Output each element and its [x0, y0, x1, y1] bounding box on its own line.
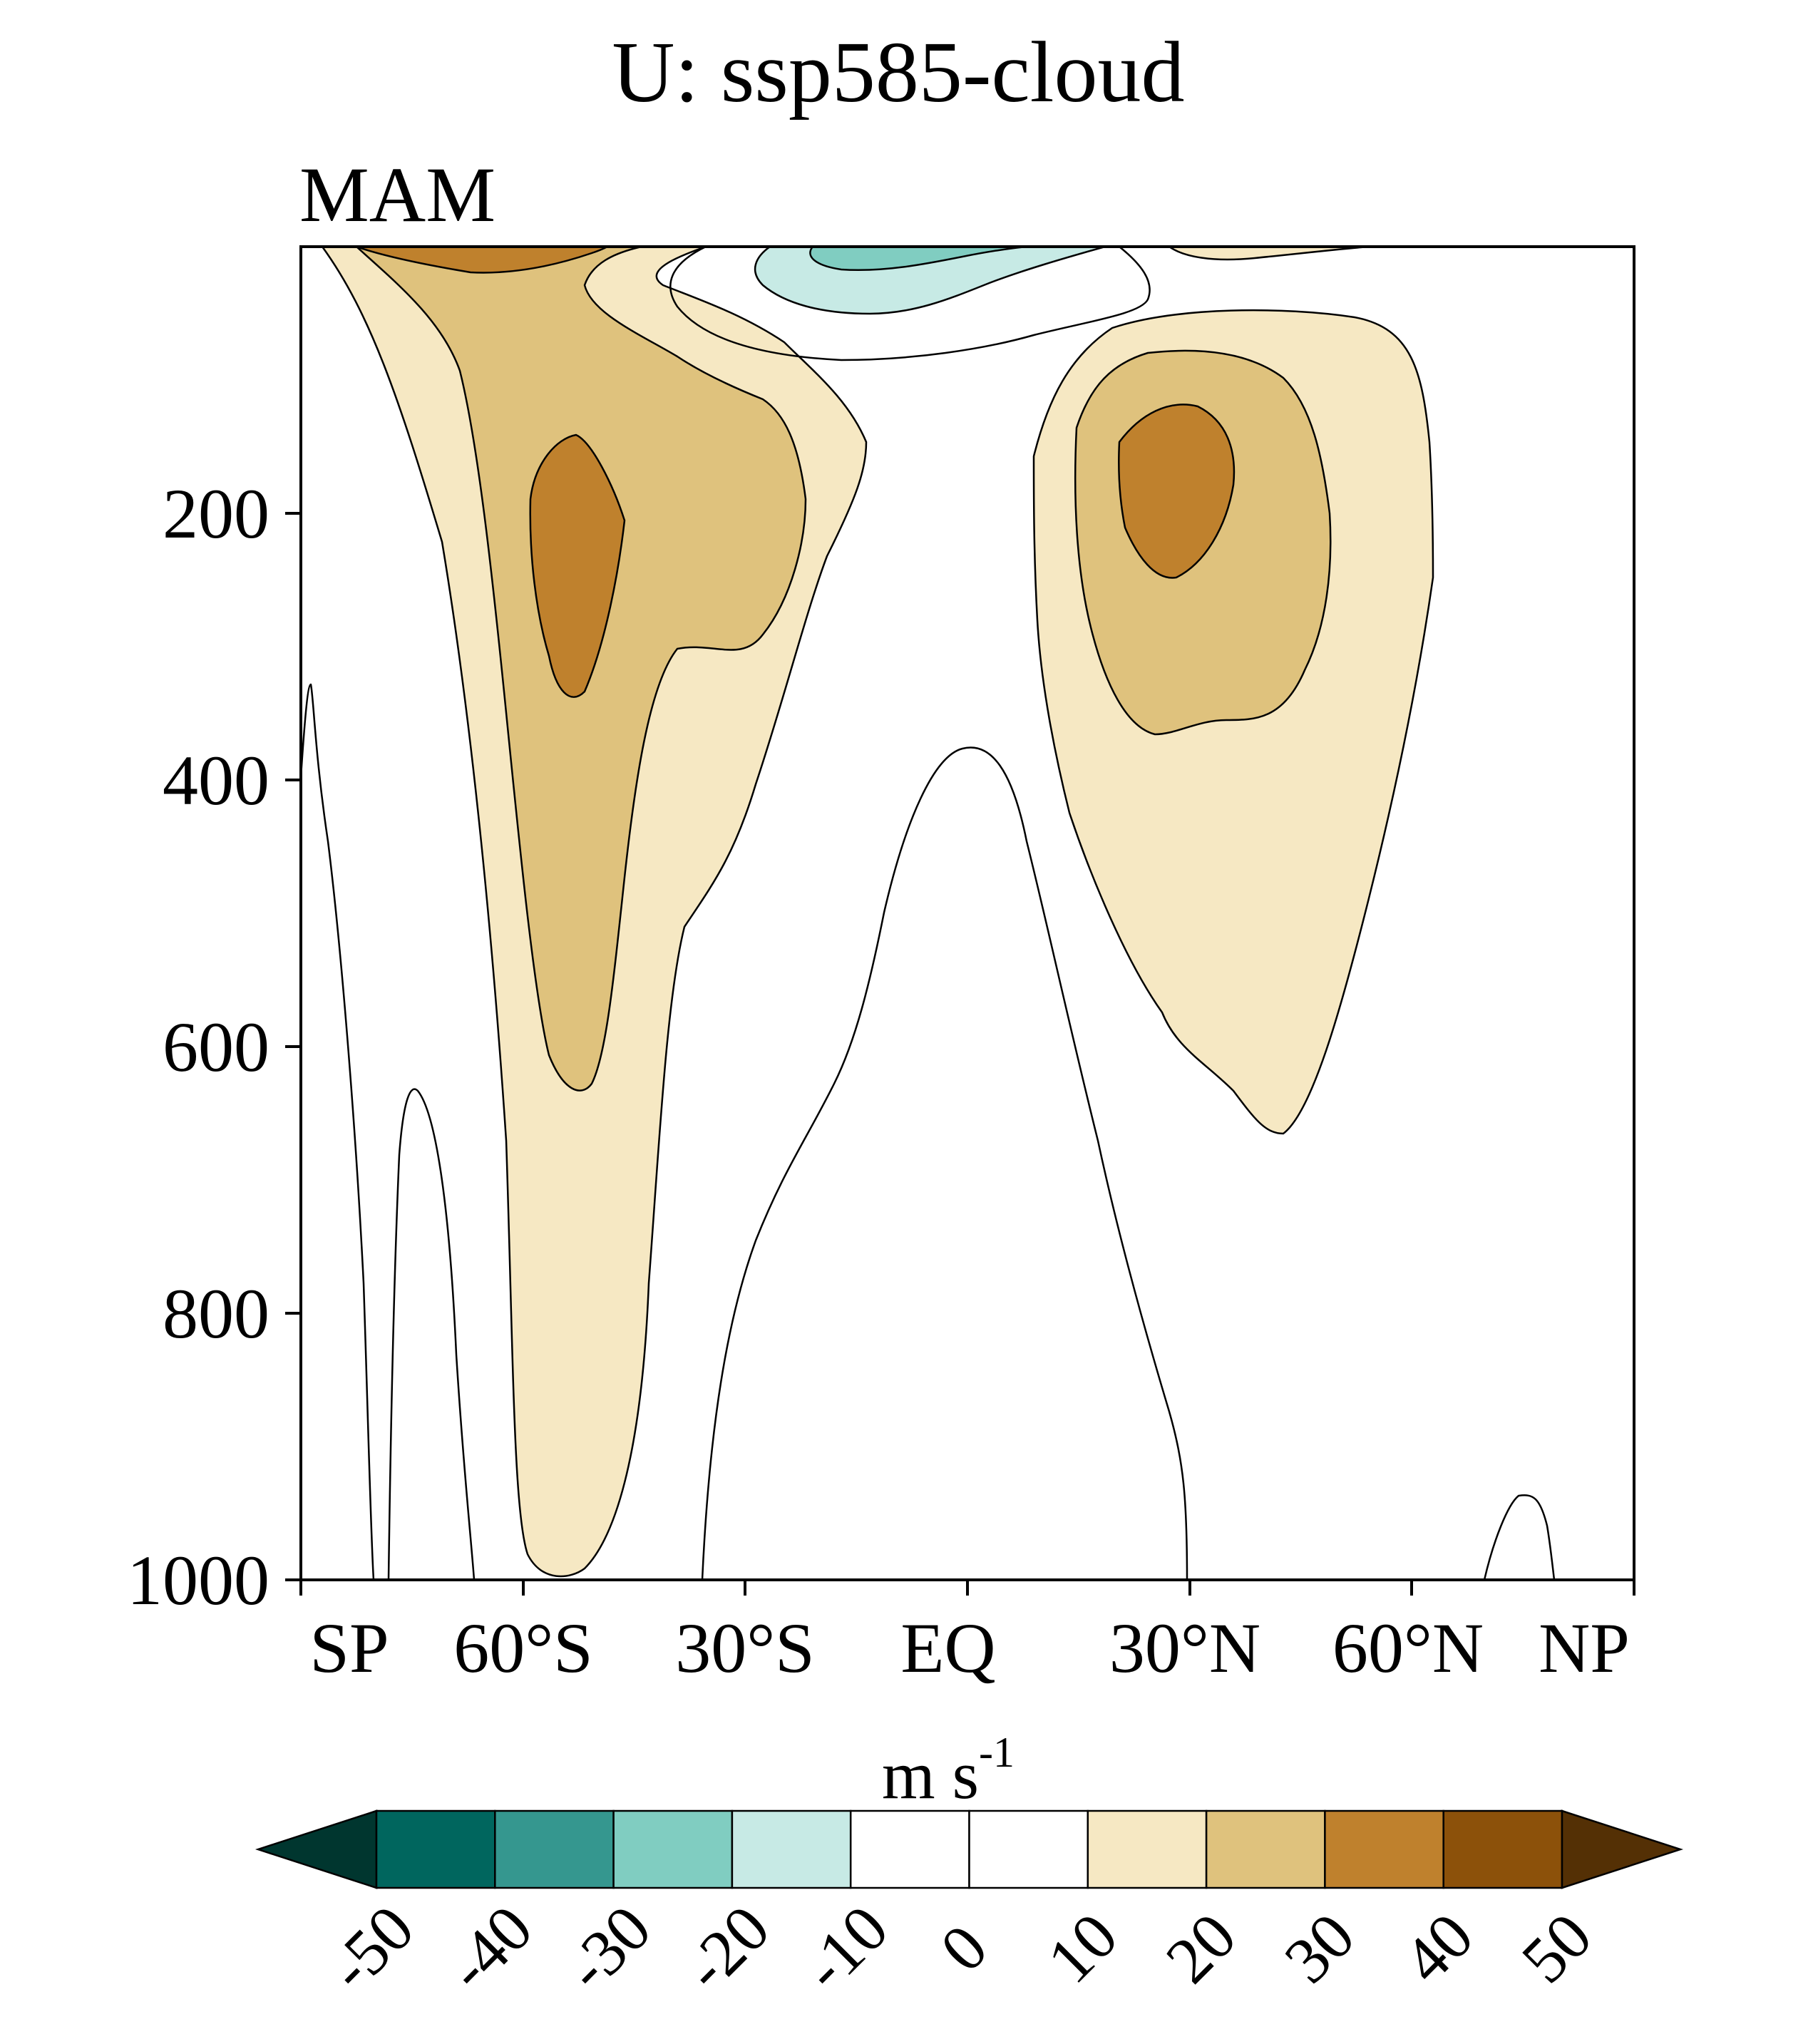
colorbar-tick-label: -20	[670, 1891, 784, 2005]
y-tick-label: 400	[163, 741, 269, 820]
y-tick-label: 600	[163, 1007, 269, 1087]
colorbar-cell	[849, 1809, 970, 1889]
y-tick-label: 200	[163, 474, 269, 553]
colorbar-extend-high	[1561, 1809, 1684, 1889]
colorbar-tick-label: 20	[1152, 1899, 1250, 1997]
x-tick-label: 60°S	[453, 1608, 593, 1688]
x-axis	[299, 1580, 1635, 1596]
colorbar-unit-base: m s	[882, 1737, 979, 1813]
tropical-easterly-contour-neg20	[809, 247, 1028, 272]
colorbar-tick-label: -50	[314, 1891, 428, 2005]
colorbar-labels: -50 -40 -30 -20 -10 0 10 20 30 40 50	[314, 1891, 1606, 2005]
x-tick-label: SP	[309, 1608, 389, 1688]
colorbar-tick-label: 40	[1389, 1899, 1486, 1997]
y-tick-label: 1000	[127, 1541, 269, 1620]
y-tick-label: 800	[163, 1274, 269, 1353]
zero-contour-upper-tropics	[669, 247, 1151, 361]
colorbar-tick-label: -40	[433, 1891, 546, 2005]
chart-title: U: ssp585-cloud	[612, 24, 1184, 120]
colorbar-cell	[612, 1809, 734, 1889]
nh-jet-core-30	[1118, 404, 1236, 579]
x-tick-label: 30°S	[675, 1608, 815, 1688]
x-tick-label: 60°N	[1332, 1608, 1484, 1688]
panel-label: MAM	[299, 151, 495, 238]
colorbar-cell	[494, 1809, 615, 1889]
colorbar-cell	[1324, 1809, 1444, 1889]
zero-contour-np-lobe	[1483, 1494, 1556, 1580]
y-axis	[285, 512, 301, 1581]
nh-top-contour-10	[1168, 247, 1370, 261]
colorbar-tick-label: 0	[926, 1911, 1001, 1986]
x-tick-labels: SP 60°S 30°S EQ 30°N 60°N NP	[309, 1608, 1630, 1688]
colorbar-cells	[255, 1809, 1684, 1889]
colorbar-cell	[968, 1809, 1089, 1889]
colorbar-unit-exponent: -1	[979, 1729, 1015, 1776]
sh-jet-core-30	[529, 433, 626, 698]
sh-top-core-30	[355, 247, 609, 274]
x-tick-label: EQ	[900, 1608, 995, 1688]
x-tick-label: 30°N	[1109, 1608, 1260, 1688]
x-tick-label: NP	[1539, 1608, 1630, 1688]
colorbar-unit-label: m s-1	[882, 1729, 1015, 1813]
colorbar-cell	[731, 1809, 852, 1889]
colorbar-cell	[1205, 1809, 1326, 1889]
zero-contour-60s-lobe	[387, 1088, 476, 1580]
colorbar-tick-label: -10	[789, 1891, 902, 2005]
colorbar-tick-label: -30	[551, 1891, 664, 2005]
colorbar-extend-low	[255, 1809, 378, 1889]
y-tick-labels: 200 400 600 800 1000	[127, 474, 269, 1620]
colorbar-cell	[375, 1809, 496, 1889]
colorbar-cell	[1442, 1809, 1563, 1889]
colorbar-tick-label: 50	[1508, 1899, 1606, 1997]
colorbar-tick-label: 30	[1270, 1899, 1368, 1997]
colorbar-tick-label: 10	[1033, 1899, 1131, 1997]
zero-contour-tropics	[701, 746, 1188, 1580]
plot-area	[299, 245, 1635, 1581]
colorbar: m s-1 -50 -40 -30 -20 -10 0 10 20 30 40 50	[255, 1729, 1684, 2005]
colorbar-cell	[1087, 1809, 1208, 1889]
zero-contour-sp-edge	[301, 683, 375, 1580]
